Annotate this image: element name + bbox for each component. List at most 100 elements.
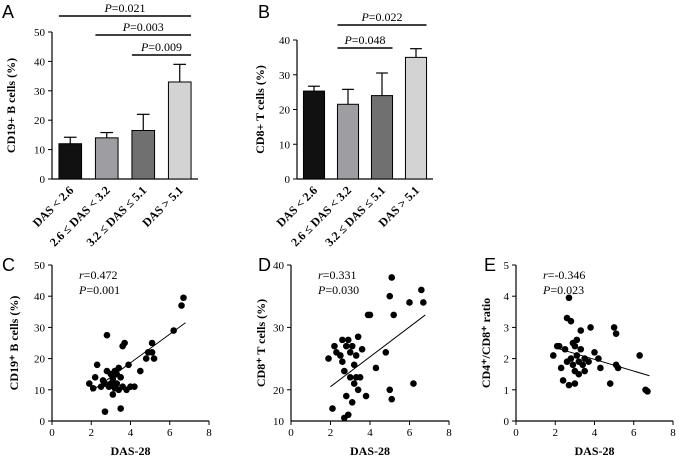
panel-e-data-point (579, 361, 587, 369)
panel-a-y-label: CD19+ B cells (%) (4, 58, 18, 153)
panel-a-letter: A (2, 2, 14, 22)
panel-e-data-point (585, 358, 592, 366)
panel-d-y-tick-label: 40 (273, 260, 285, 272)
panel-d-data-point (352, 352, 360, 359)
panel-c-x-tick-label: 2 (89, 427, 95, 439)
panel-b-p-value: P=0.048 (343, 33, 385, 47)
panel-d-y-origin-label: 10 (273, 416, 285, 428)
panel-d-data-point (341, 367, 348, 375)
panel-d-data-point (348, 342, 356, 350)
panel-c-data-point (131, 383, 138, 390)
panel-c-data-point (180, 294, 187, 302)
panel-d-data-point (386, 292, 394, 300)
panel-d-r-value: r=0.331 (318, 268, 356, 282)
panel-e-y-tick-label: 1 (504, 385, 510, 397)
panel-e-data-point (612, 330, 620, 337)
panel-c-y-tick-label: 50 (34, 260, 46, 272)
panel-b-p-value: P=0.022 (360, 10, 402, 24)
panel-a-bar (94, 137, 119, 180)
panel-c-y-tick-label: 30 (34, 322, 46, 334)
panel-e-data-point (561, 345, 569, 353)
panel-d-data-point (354, 333, 362, 341)
panel-d-data-point (358, 345, 366, 353)
panel-c-data-point (121, 339, 128, 347)
panel-e-y-tick-label: 0 (504, 416, 510, 428)
panel-b-bar (404, 56, 428, 180)
panel-e-data-point (595, 355, 602, 362)
panel-e-data-point (559, 377, 567, 384)
panel-a-y-tick-label: 10 (34, 145, 46, 157)
panel-b-y-label: CD8+ T cells (%) (253, 65, 267, 154)
panel-e-data-point (565, 294, 573, 302)
panel-d-data-point (339, 358, 346, 366)
panel-b-y-tick-label: 40 (279, 35, 291, 47)
panel-d-data-point (346, 374, 354, 381)
panel-a-y-tick-label: 40 (34, 56, 46, 68)
panel-d-data-point (382, 349, 390, 356)
panel-a-bar (167, 81, 192, 180)
panel-d-data-point (388, 274, 396, 281)
panel-d-data-point (350, 361, 358, 369)
panel-e-data-point (587, 324, 594, 331)
panel-e-y-tick-label: 5 (504, 260, 510, 272)
panel-c-data-point (109, 375, 117, 383)
panel-c-data-point (125, 361, 132, 369)
panel-e-x-label: DAS-28 (574, 444, 614, 458)
panel-a-y-tick-label: 0 (40, 174, 46, 186)
panel-d-p-value: P=0.030 (317, 283, 359, 297)
panel-d-data-point (344, 336, 352, 344)
panel-d-data-point (343, 342, 350, 350)
panel-e-y-tick-label: 3 (504, 322, 510, 334)
panel-d-data-point (386, 386, 394, 394)
panel-d-x-tick-label: 4 (367, 427, 373, 439)
panel-c-y-label: CD19⁺ B cells (%) (7, 296, 21, 391)
panel-c-data-point (89, 384, 97, 392)
panel-c-x-tick-label: 8 (206, 427, 212, 439)
panel-c-y-tick-label: 20 (34, 354, 46, 366)
panel-d-data-point (325, 355, 332, 362)
panel-d-data-point (420, 299, 427, 306)
panel-d-y-tick-label: 20 (273, 385, 285, 397)
panel-e-data-point (591, 349, 598, 356)
panel-b-bar (336, 103, 360, 180)
panel-c-y-tick-label: 40 (34, 291, 46, 303)
panel-e-y-tick-label: 4 (504, 291, 510, 303)
panel-b-letter: B (258, 2, 270, 22)
panel-a-y-tick-label: 20 (34, 115, 46, 127)
panel-d-x-label: DAS-28 (350, 444, 390, 458)
panel-c-data-point (148, 339, 156, 347)
panel-d-x-tick-label: 8 (446, 427, 452, 439)
panel-e-data-point (565, 381, 573, 389)
panel-c-data-point (93, 361, 101, 369)
panel-c-data-point (117, 374, 124, 381)
panel-d-x-tick-label: 6 (407, 427, 413, 439)
panel-e-data-point (581, 367, 588, 375)
panel-d-data-point (339, 336, 346, 344)
panel-d-data-point (406, 299, 413, 306)
panel-c-data-point (115, 364, 123, 372)
panel-a-bar (58, 143, 83, 180)
panel-b-y-tick-label: 30 (279, 70, 291, 82)
panel-c-data-point (170, 327, 177, 334)
panel-c-data-point (85, 380, 93, 387)
panel-d-x-tick-label: 0 (288, 427, 294, 439)
panel-a-p-value: P=0.003 (122, 20, 164, 34)
panel-b-bar (370, 95, 394, 180)
panel-d-data-point (344, 411, 352, 419)
panel-d-y-label: CD8⁺ T cells (%) (254, 299, 268, 387)
panel-d-data-point (418, 286, 425, 294)
panel-e-data-point (569, 361, 577, 369)
panel-e-data-point (573, 336, 581, 344)
panel-e-data-point (636, 352, 643, 359)
panel-d-data-point (350, 380, 358, 387)
panel-d-data-point (343, 392, 350, 400)
panel-e-data-point (567, 317, 575, 325)
panel-b-y-tick-label: 0 (285, 174, 291, 186)
panel-c-p-value: P=0.001 (78, 283, 120, 297)
panel-d-data-point (329, 405, 336, 412)
panel-c-data-point (117, 405, 124, 412)
panel-e-r-value: r=-0.346 (543, 268, 585, 282)
panel-d-data-point (348, 398, 356, 406)
panel-e-x-tick-label: 0 (513, 427, 519, 439)
